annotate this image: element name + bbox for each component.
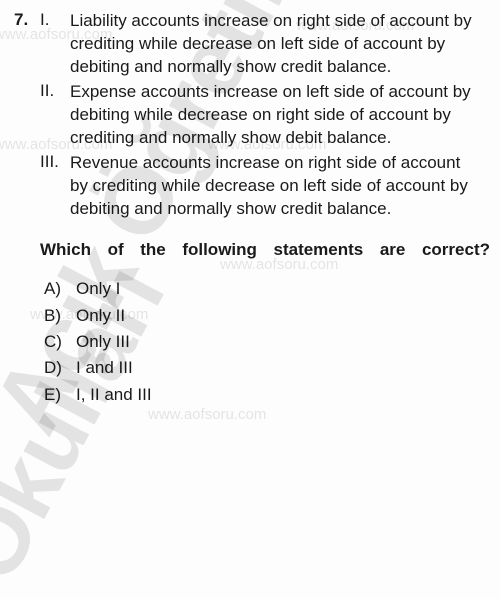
- statement-item: II. Expense accounts increase on left si…: [40, 81, 482, 150]
- watermark-url: www.aofsoru.com: [148, 406, 266, 423]
- question-block: 7. I. Liability accounts increase on rig…: [14, 10, 482, 222]
- statement-marker: I.: [40, 10, 70, 79]
- option-letter: E): [44, 382, 76, 408]
- option-e[interactable]: E) I, II and III: [44, 382, 482, 408]
- option-letter: D): [44, 355, 76, 381]
- option-letter: B): [44, 303, 76, 329]
- statement-text: Expense accounts increase on left side o…: [70, 81, 482, 150]
- question-prompt: Which of the following statements are co…: [40, 240, 490, 260]
- statements-list: I. Liability accounts increase on right …: [40, 10, 482, 222]
- statement-text: Liability accounts increase on right sid…: [70, 10, 482, 79]
- option-text: Only II: [76, 303, 482, 329]
- option-a[interactable]: A) Only I: [44, 276, 482, 302]
- option-text: Only I: [76, 276, 482, 302]
- option-text: I, II and III: [76, 382, 482, 408]
- statement-text: Revenue accounts increase on right side …: [70, 152, 482, 221]
- option-c[interactable]: C) Only III: [44, 329, 482, 355]
- statement-marker: II.: [40, 81, 70, 150]
- statement-item: I. Liability accounts increase on right …: [40, 10, 482, 79]
- option-text: Only III: [76, 329, 482, 355]
- option-d[interactable]: D) I and III: [44, 355, 482, 381]
- question-number: 7.: [14, 10, 40, 30]
- option-letter: C): [44, 329, 76, 355]
- statement-item: III. Revenue accounts increase on right …: [40, 152, 482, 221]
- statement-marker: III.: [40, 152, 70, 221]
- options-list: A) Only I B) Only II C) Only III D) I an…: [44, 276, 482, 408]
- option-b[interactable]: B) Only II: [44, 303, 482, 329]
- option-text: I and III: [76, 355, 482, 381]
- option-letter: A): [44, 276, 76, 302]
